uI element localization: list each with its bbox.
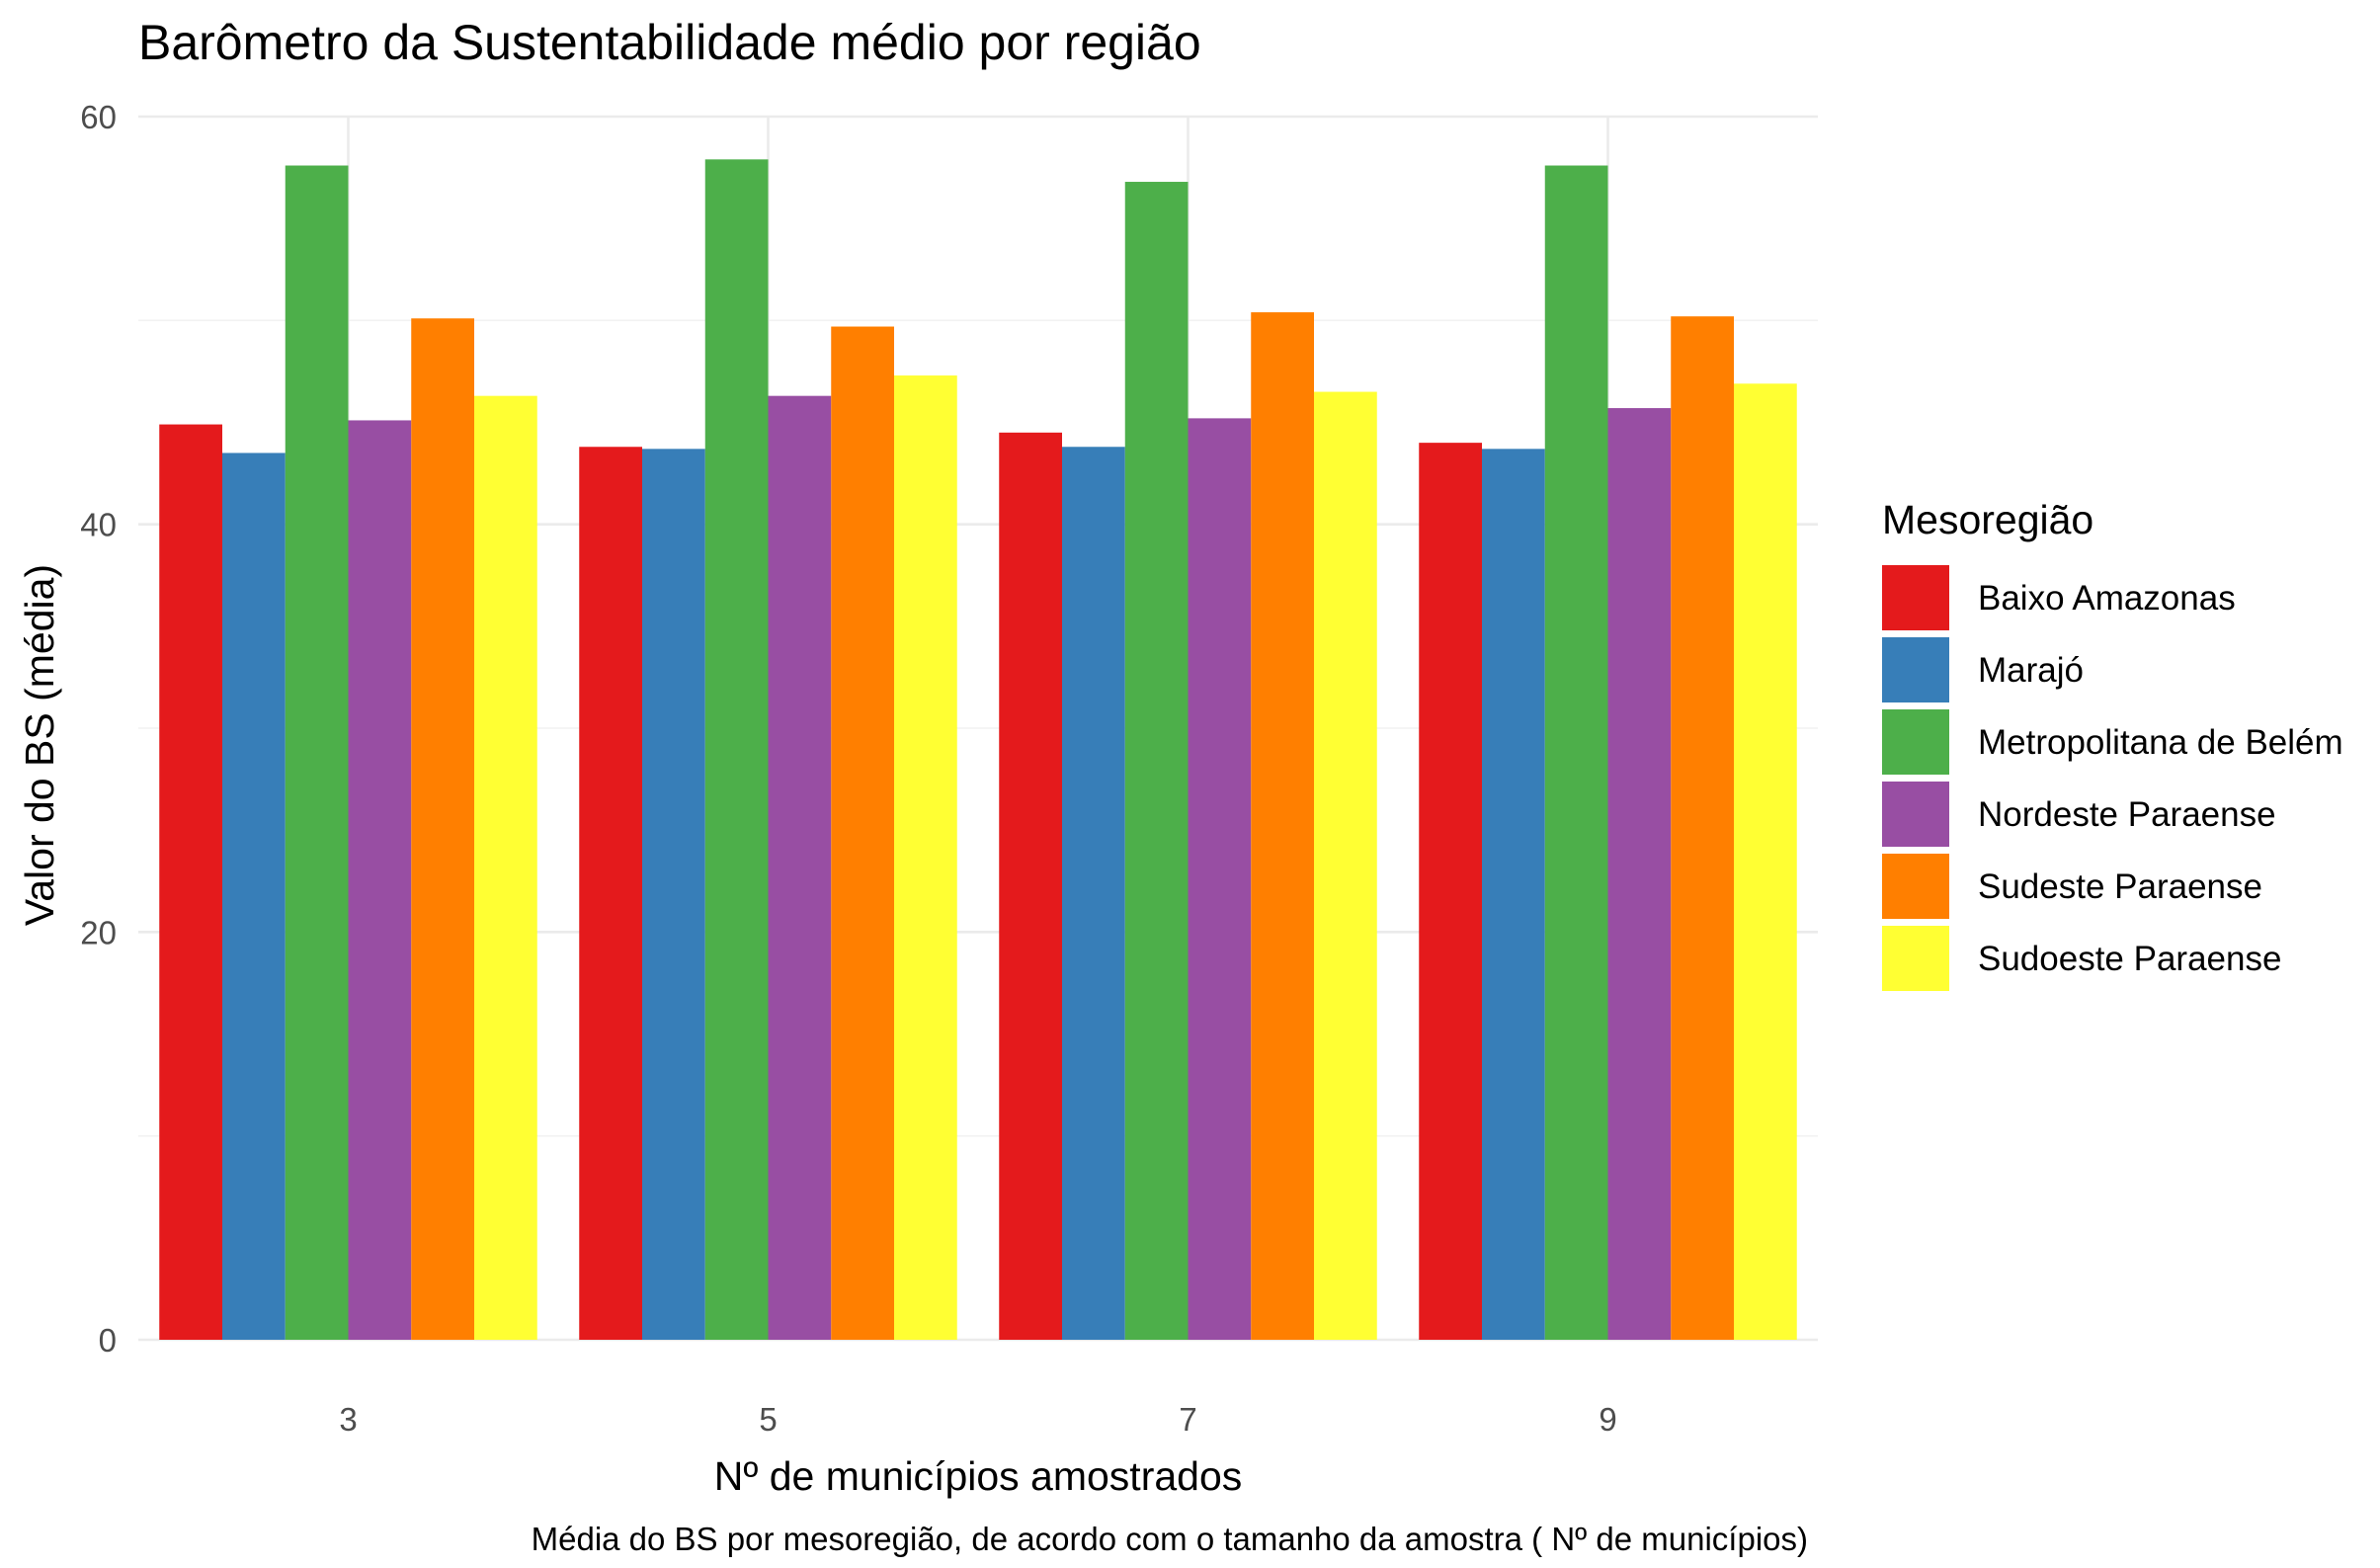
x-tick-label: 5 [759,1401,777,1438]
y-tick-label: 40 [80,507,117,543]
legend-label: Sudeste Paraense [1978,867,2262,906]
y-tick-label: 0 [99,1322,117,1359]
bar-nordeste-paraense-5 [768,395,832,1341]
legend: Mesoregião Baixo Amazonas Marajó Metropoli… [1882,497,2343,991]
bar-metropolitana-de-bel-m-5 [704,159,769,1341]
x-axis-ticks: 3 5 7 9 [339,1401,1616,1438]
bar-sudoeste-paraense-3 [474,395,537,1341]
legend-key [1882,637,1949,702]
bar-sudoeste-paraense-9 [1734,383,1797,1341]
x-axis-title: Nº de municípios amostrados [714,1453,1243,1499]
legend-key [1882,926,1949,991]
legend-key [1882,565,1949,630]
bar-maraj--3 [222,453,286,1340]
bar-sudeste-paraense-9 [1671,316,1734,1340]
legend-key [1882,782,1949,847]
legend-key [1882,709,1949,775]
y-tick-label: 20 [80,914,117,950]
bar-baixo-amazonas-7 [999,432,1062,1341]
y-axis-ticks: 0 20 40 60 [80,99,117,1359]
chart-caption: Média do BS por mesoregião, de acordo co… [532,1521,1808,1557]
bar-sudeste-paraense-5 [831,326,894,1341]
chart-title: Barômetro da Sustentabilidade médio por … [138,15,1201,70]
bar-nordeste-paraense-3 [348,420,412,1341]
bar-sudoeste-paraense-5 [894,375,957,1340]
y-tick-label: 60 [80,99,117,135]
bar-baixo-amazonas-3 [159,424,222,1340]
legend-items: Baixo Amazonas Marajó Metropolitana de Bel… [1882,565,2343,991]
x-tick-label: 9 [1599,1401,1616,1438]
legend-key [1882,854,1949,919]
legend-label: Sudoeste Paraense [1978,940,2281,978]
bar-nordeste-paraense-9 [1607,408,1672,1341]
bar-maraj--7 [1062,447,1125,1340]
bars [159,159,1797,1341]
bar-nordeste-paraense-7 [1188,418,1252,1341]
bar-maraj--5 [642,449,705,1340]
bar-metropolitana-de-bel-m-9 [1544,165,1608,1340]
legend-label: Baixo Amazonas [1978,579,2236,618]
legend-title: Mesoregião [1882,497,2093,542]
bar-sudeste-paraense-7 [1251,312,1314,1341]
bar-maraj--9 [1482,449,1545,1340]
bar-sudoeste-paraense-7 [1314,391,1377,1340]
y-axis-title: Valor do BS (média) [17,564,62,926]
bar-baixo-amazonas-5 [579,447,642,1340]
bar-baixo-amazonas-9 [1419,443,1482,1341]
x-tick-label: 7 [1179,1401,1196,1438]
x-tick-label: 3 [339,1401,357,1438]
legend-label: Marajó [1978,651,2084,690]
legend-label: Metropolitana de Belém [1978,723,2343,762]
bar-metropolitana-de-bel-m-3 [285,165,349,1340]
bar-sudeste-paraense-3 [411,318,474,1340]
legend-label: Nordeste Paraense [1978,795,2276,834]
bar-metropolitana-de-bel-m-7 [1124,182,1189,1341]
